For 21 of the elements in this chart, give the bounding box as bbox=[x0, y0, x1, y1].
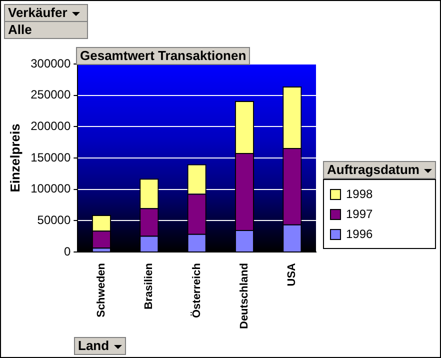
y-axis-title: Einzelpreis bbox=[7, 124, 22, 192]
x-axis-title: Land bbox=[78, 338, 110, 353]
y-tick-label: 300000 bbox=[30, 56, 71, 70]
y-tick-label: 0 bbox=[64, 244, 71, 258]
y-tick-label: 250000 bbox=[30, 88, 71, 102]
text: Verkäufer bbox=[8, 5, 68, 20]
y-tick-label: 200000 bbox=[30, 118, 71, 133]
text: 1997 bbox=[346, 207, 373, 221]
x-tick-label: Schweden bbox=[96, 262, 108, 318]
x-tick-label: Österreich bbox=[190, 262, 203, 318]
y-tick-label: 100000 bbox=[30, 182, 71, 196]
y-tick-label: 150000 bbox=[30, 150, 71, 164]
legend-label: 1996 bbox=[346, 227, 373, 241]
x-tick-label: USA bbox=[286, 262, 298, 286]
y-tick-label: 50000 bbox=[37, 212, 71, 227]
legend-label: 1998 bbox=[346, 187, 373, 201]
text: Alle bbox=[8, 22, 32, 37]
chart-title: Gesamtwert Transaktionen bbox=[80, 48, 246, 63]
x-tick-label: Brasilien bbox=[143, 262, 156, 310]
legend-title: Auftragsdatum bbox=[323, 161, 436, 179]
x-tick-label: Deutschland bbox=[238, 262, 251, 330]
